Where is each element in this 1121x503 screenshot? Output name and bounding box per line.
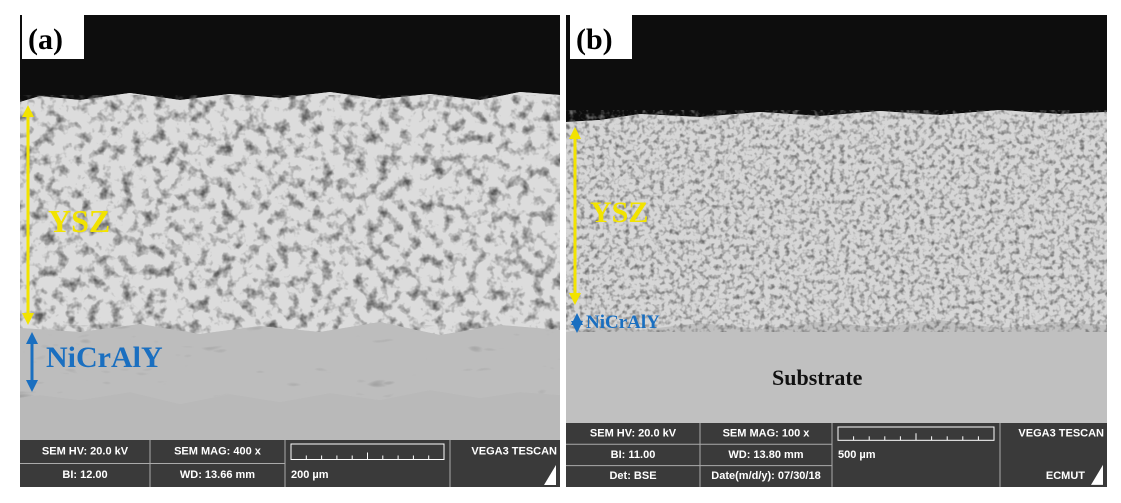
micrograph-a — [20, 15, 560, 487]
panel-label: (b) — [576, 23, 613, 56]
overlay: (a) YSZ NiCrAlY SEM HV: 20.0 kV SEM MAG: 400… — [20, 15, 1104, 487]
arrow-head — [22, 105, 34, 117]
info-text: 200 µm — [291, 469, 329, 481]
info-text: 500 µm — [838, 449, 876, 461]
annotation: YSZ — [48, 203, 110, 239]
arrow-head — [26, 332, 38, 344]
info-text: VEGA3 TESCAN — [471, 446, 557, 458]
info-text: Det: BSE — [609, 470, 656, 482]
micrograph-b — [566, 15, 1107, 487]
arrow-head — [22, 313, 34, 325]
arrow-head — [569, 127, 581, 139]
info-text: WD: 13.80 mm — [728, 449, 803, 461]
info-text: SEM MAG: 400 x — [174, 446, 262, 458]
annotation: Substrate — [772, 365, 863, 390]
label-box — [22, 15, 84, 59]
annotation: YSZ — [590, 196, 648, 229]
arrow-head — [26, 380, 38, 392]
info-text: ECMUT — [1046, 470, 1085, 482]
panel-label: (a) — [28, 23, 63, 56]
logo — [544, 465, 556, 485]
arrow-head — [571, 321, 583, 333]
annotation: NiCrAlY — [46, 341, 163, 374]
info-text: SEM HV: 20.0 kV — [42, 446, 129, 458]
info-text: BI: 12.00 — [62, 469, 107, 481]
label-box — [570, 15, 632, 59]
info-text: Date(m/d/y): 07/30/18 — [711, 470, 820, 482]
info-text: BI: 11.00 — [611, 449, 656, 461]
arrow-head — [569, 293, 581, 305]
info-text: VEGA3 TESCAN — [1018, 428, 1104, 440]
info-text: SEM MAG: 100 x — [723, 428, 811, 440]
logo — [1091, 464, 1103, 485]
annotation: NiCrAlY — [586, 312, 660, 333]
info-text: WD: 13.66 mm — [180, 469, 255, 481]
info-text: SEM HV: 20.0 kV — [590, 428, 677, 440]
